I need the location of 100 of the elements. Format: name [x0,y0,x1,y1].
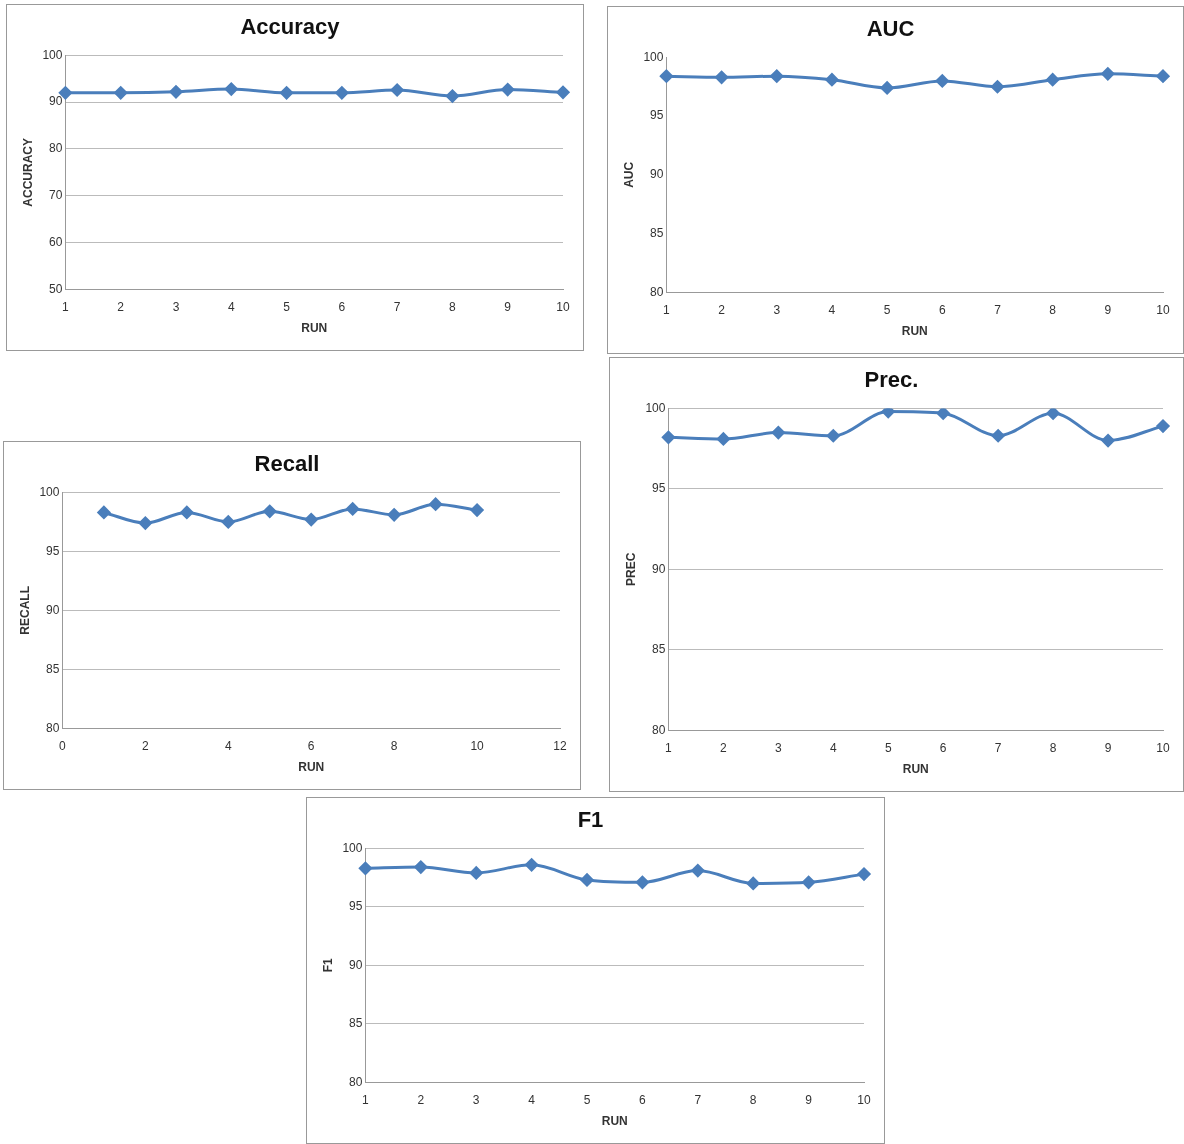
y-tick-label: 70 [49,187,63,202]
x-tick-label: 1 [665,740,673,755]
y-tick-label: 85 [46,661,60,676]
point [635,875,649,889]
x-tick-label: 8 [749,1092,757,1107]
y-tick-label: 60 [49,234,63,249]
x-tick-label: 5 [883,302,891,317]
x-tick-label: 12 [553,738,567,753]
x-tick-label: 5 [884,740,892,755]
chart-title: F1 [577,807,604,833]
y-tick-label: 95 [46,543,60,558]
x-tick-label: 9 [1104,302,1112,317]
point [114,86,128,100]
point [525,858,539,872]
x-tick-label: 7 [994,740,1002,755]
chart-title: Recall [254,451,320,477]
chart-title: AUC [866,16,915,42]
x-tick-label: 3 [172,299,180,314]
x-axis-title: RUN [601,1114,628,1129]
x-tick-label: 3 [472,1092,480,1107]
y-tick-label: 95 [650,108,664,123]
x-tick-label: 8 [1049,740,1057,755]
point [414,860,428,874]
x-tick-label: 5 [283,299,291,314]
x-tick-label: 2 [142,738,150,753]
x-axis-title: RUN [902,762,929,777]
y-tick-label: 100 [643,49,664,64]
x-tick-label: 7 [393,299,401,314]
y-axis-title: AUC [621,161,636,188]
y-axis-title: F1 [320,957,335,973]
y-tick-label: 90 [46,602,60,617]
x-tick-label: 4 [224,738,232,753]
x-tick-label: 9 [805,1092,813,1107]
x-tick-label: 4 [528,1092,536,1107]
point [169,85,183,99]
x-tick-label: 8 [390,738,398,753]
y-axis-title: PREC [623,552,638,586]
x-tick-label: 10 [556,299,570,314]
x-tick-label: 2 [117,299,125,314]
y-tick-label: 80 [650,284,664,299]
y-tick-label: 80 [46,720,60,735]
y-axis-title: ACCURACY [20,137,35,207]
x-tick-label: 8 [1049,302,1057,317]
y-tick-label: 90 [652,561,666,576]
y-tick-label: 100 [39,484,60,499]
chart-title: Accuracy [240,14,341,40]
y-tick-label: 95 [652,481,666,496]
x-tick-label: 6 [307,738,315,753]
point [358,861,372,875]
point [857,867,871,881]
x-axis-title: RUN [301,321,328,336]
x-tick-label: 1 [362,1092,370,1107]
y-tick-label: 85 [650,225,664,240]
y-axis-title: RECALL [17,585,32,635]
point [691,864,705,878]
x-tick-label: 0 [59,738,67,753]
x-tick-label: 2 [417,1092,425,1107]
x-tick-label: 4 [227,299,235,314]
y-tick-label: 80 [49,141,63,156]
x-tick-label: 10 [470,738,485,753]
point [280,86,294,100]
x-tick-label: 5 [583,1092,591,1107]
x-tick-label: 8 [449,299,457,314]
x-tick-label: 2 [720,740,728,755]
y-tick-label: 85 [349,1016,363,1031]
point [746,876,760,890]
x-axis-title: RUN [298,760,325,775]
y-tick-label: 85 [652,642,666,657]
point [335,86,349,100]
point [445,89,459,103]
x-tick-label: 10 [1156,740,1170,755]
x-tick-label: 6 [639,1092,647,1107]
y-tick-label: 100 [42,47,63,62]
x-tick-label: 2 [718,302,726,317]
y-tick-label: 90 [49,94,63,109]
x-tick-label: 10 [1156,302,1170,317]
x-tick-label: 3 [773,302,781,317]
y-tick-label: 80 [652,722,666,737]
point [580,873,594,887]
point [224,82,238,96]
x-tick-label: 4 [828,302,836,317]
x-tick-label: 10 [857,1092,871,1107]
x-tick-label: 7 [994,302,1002,317]
x-tick-label: 4 [829,740,837,755]
y-tick-label: 90 [349,957,363,972]
y-tick-label: 95 [349,899,363,914]
point [556,85,570,99]
point [469,866,483,880]
x-tick-label: 3 [774,740,782,755]
y-tick-label: 80 [349,1074,363,1089]
x-tick-label: 9 [504,299,512,314]
y-tick-label: 100 [645,400,666,415]
x-tick-label: 1 [62,299,70,314]
point [390,83,404,97]
point [802,875,816,889]
x-axis-title: RUN [901,324,928,339]
chart-title: Prec. [864,367,919,393]
x-tick-label: 6 [938,302,946,317]
point [501,83,515,97]
y-tick-label: 100 [342,840,363,855]
